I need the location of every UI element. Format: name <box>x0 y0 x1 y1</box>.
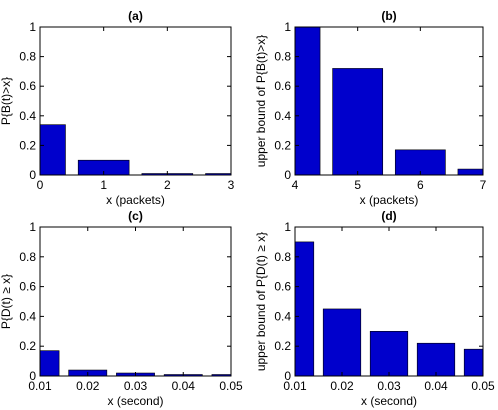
axes-frame <box>39 226 232 377</box>
chart-title: (b) <box>381 9 396 23</box>
bar <box>322 308 362 376</box>
x-tick-label: 0.05 <box>219 379 243 393</box>
bar-series <box>295 27 483 175</box>
bar <box>332 68 384 175</box>
y-tick-label: 0 <box>29 369 36 383</box>
y-tick-label: 0.2 <box>274 339 291 353</box>
y-tick-label: 0.2 <box>19 339 36 353</box>
y-axis-label: upper bound of P{B(t)>x} <box>254 35 268 167</box>
bar <box>40 350 60 376</box>
y-axis-label: upper bound of P{D(t) ≥ x} <box>254 232 268 371</box>
x-axis-label: x (packets) <box>106 193 165 207</box>
y-tick-label: 0 <box>29 168 36 182</box>
chart-panel-a: 0 0.2 0.4 0.6 0.8 1 0 1 2 3 (a) x (packets) P{B(t)>x… <box>0 9 235 207</box>
x-axis-label: x (second) <box>361 394 417 408</box>
x-axis-label: x (second) <box>107 394 163 408</box>
y-tick-label: 0.6 <box>274 79 291 93</box>
bar <box>205 173 231 175</box>
x-axis-label: x (packets) <box>360 193 419 207</box>
x-tick-label: 0.01 <box>28 379 52 393</box>
y-tick-label: 0.8 <box>19 50 36 64</box>
x-tick-label: 0.02 <box>76 379 100 393</box>
y-tick-label: 0.4 <box>274 309 291 323</box>
axes-frame <box>39 26 232 176</box>
y-tick-label: 0.6 <box>19 79 36 93</box>
y-tick-label: 0.6 <box>274 280 291 294</box>
chart-title: (d) <box>381 209 396 223</box>
axes-frame <box>294 26 484 176</box>
y-tick-label: 0.6 <box>19 280 36 294</box>
x-tick-label: 6 <box>417 178 424 192</box>
x-tick-label: 0.04 <box>424 379 448 393</box>
x-tick-label: 0.05 <box>471 379 495 393</box>
chart-panel-c: 0 0.2 0.4 0.6 0.8 1 0.01 0.02 0.03 0.04 0.05 (c) x (… <box>0 209 243 408</box>
x-tick-label: 4 <box>292 178 299 192</box>
x-tick-label: 5 <box>354 178 361 192</box>
y-tick-label: 0 <box>284 168 291 182</box>
x-tick-label: 0.03 <box>124 379 148 393</box>
x-tick-label: 0.02 <box>330 379 354 393</box>
bar <box>463 348 483 376</box>
y-tick-label: 0.8 <box>274 50 291 64</box>
chart-title: (a) <box>128 9 143 23</box>
y-tick-label: 0.8 <box>19 250 36 264</box>
y-tick-label: 0.8 <box>274 250 291 264</box>
x-tick-label: 0 <box>37 178 44 192</box>
y-axis-label: P{B(t)>x} <box>0 77 13 125</box>
chart-panel-b: 0 0.2 0.4 0.6 0.8 1 4 5 6 7 (b) x (packets) upper bo… <box>254 9 487 207</box>
x-tick-label: 1 <box>100 178 107 192</box>
bar <box>394 149 446 175</box>
y-tick-label: 0.2 <box>274 138 291 152</box>
bar-series <box>40 124 231 175</box>
chart-panel-d: 0 0.2 0.4 0.6 0.8 1 0.01 0.02 0.03 0.04 0.05 (d) x (… <box>254 209 495 408</box>
x-tick-label: 7 <box>480 178 487 192</box>
y-tick-label: 0.4 <box>19 109 36 123</box>
x-tick-label: 3 <box>228 178 235 192</box>
y-tick-label: 0.2 <box>19 138 36 152</box>
y-tick-label: 1 <box>29 220 36 234</box>
x-tick-label: 0.03 <box>377 379 401 393</box>
y-axis-label: P{D(t) ≥ x} <box>0 274 13 329</box>
x-tick-label: 2 <box>164 178 171 192</box>
y-tick-label: 0.4 <box>274 109 291 123</box>
chart-title: (c) <box>128 209 143 223</box>
y-tick-label: 0 <box>284 369 291 383</box>
y-tick-label: 1 <box>29 20 36 34</box>
bar <box>457 168 483 175</box>
bar <box>295 27 321 175</box>
bar <box>416 342 456 376</box>
x-tick-label: 0.04 <box>172 379 196 393</box>
x-tick-label: 0.01 <box>283 379 307 393</box>
bar <box>40 124 66 175</box>
y-tick-label: 0.4 <box>19 309 36 323</box>
y-tick-label: 1 <box>284 20 291 34</box>
y-tick-label: 1 <box>284 220 291 234</box>
bar <box>369 330 409 376</box>
bar-series <box>295 241 483 376</box>
